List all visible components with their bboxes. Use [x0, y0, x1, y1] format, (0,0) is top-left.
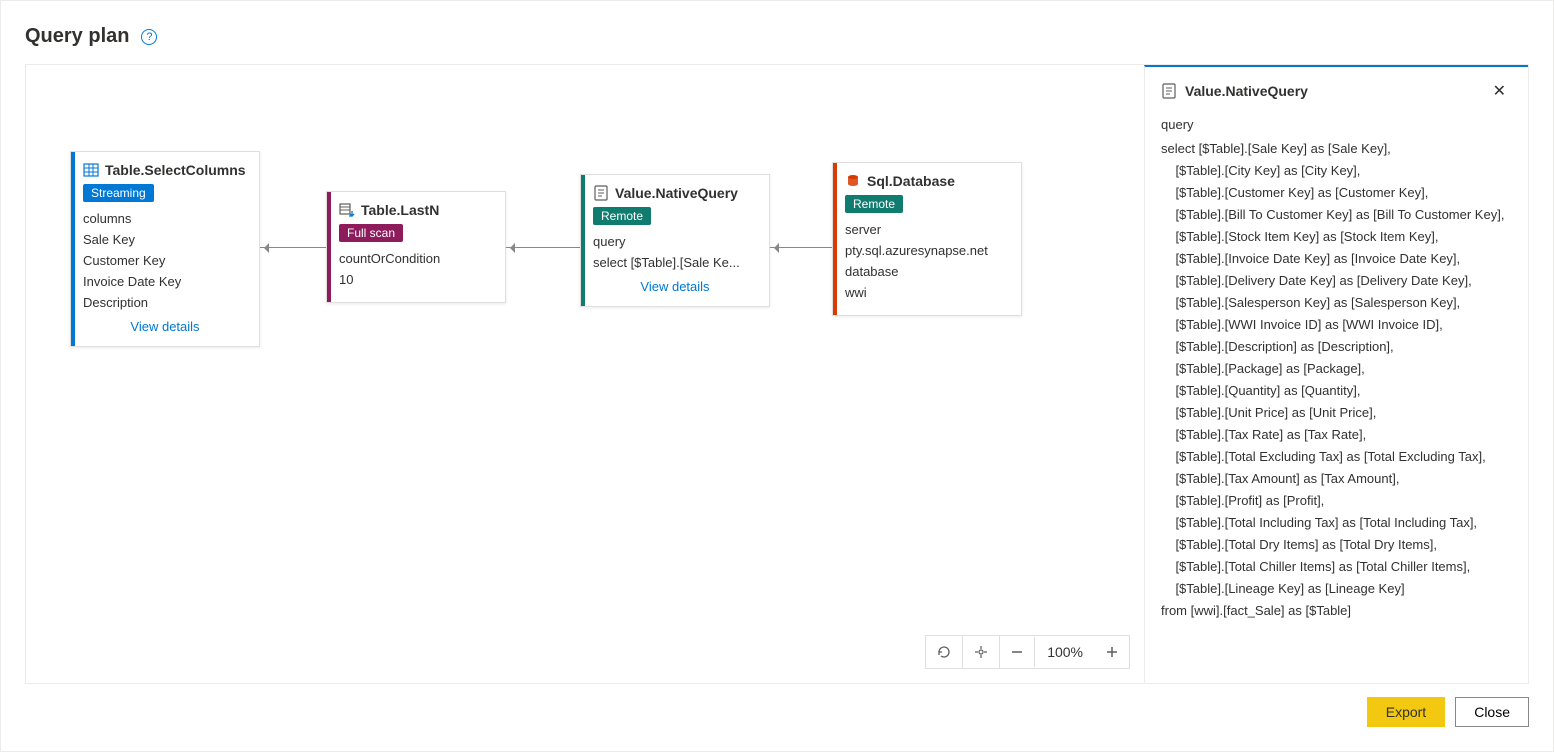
script-icon	[593, 185, 609, 201]
node-row: query	[593, 231, 757, 252]
badge-streaming: Streaming	[83, 184, 154, 202]
node-row: database	[845, 261, 1009, 282]
table-rows-icon	[339, 202, 355, 218]
node-row: server	[845, 219, 1009, 240]
arrow	[506, 247, 580, 248]
node-stripe	[581, 175, 585, 306]
node-row: pty.sql.azuresynapse.net	[845, 240, 1009, 261]
node-native-query[interactable]: Value.NativeQuery Remote query select [$…	[580, 174, 770, 307]
zoom-level: 100%	[1035, 636, 1095, 668]
node-title: Sql.Database	[867, 173, 955, 189]
node-row: columns	[83, 208, 247, 229]
node-title: Table.SelectColumns	[105, 162, 246, 178]
node-table-select-columns[interactable]: Table.SelectColumns Streaming columns Sa…	[70, 151, 260, 347]
arrow	[260, 247, 326, 248]
detail-panel: Value.NativeQuery ✕ query select [$Table…	[1144, 65, 1528, 683]
script-icon	[1161, 83, 1177, 99]
view-details-link[interactable]: View details	[83, 319, 247, 334]
detail-title: Value.NativeQuery	[1185, 83, 1308, 99]
node-row: wwi	[845, 282, 1009, 303]
help-icon[interactable]: ?	[141, 29, 157, 45]
main-area: Table.SelectColumns Streaming columns Sa…	[25, 64, 1529, 684]
badge-remote: Remote	[845, 195, 903, 213]
node-row: select [$Table].[Sale Ke...	[593, 252, 757, 273]
node-table-lastn[interactable]: Table.LastN Full scan countOrCondition 1…	[326, 191, 506, 303]
detail-label: query	[1161, 117, 1512, 132]
query-plan-canvas[interactable]: Table.SelectColumns Streaming columns Sa…	[26, 65, 1144, 683]
node-title: Value.NativeQuery	[615, 185, 738, 201]
table-icon	[83, 162, 99, 178]
badge-full-scan: Full scan	[339, 224, 403, 242]
node-stripe	[833, 163, 837, 315]
reset-view-button[interactable]	[926, 636, 963, 668]
close-button[interactable]: Close	[1455, 697, 1529, 727]
node-row: Sale Key	[83, 229, 247, 250]
badge-remote: Remote	[593, 207, 651, 225]
export-button[interactable]: Export	[1367, 697, 1445, 727]
close-icon[interactable]: ✕	[1487, 79, 1512, 103]
node-row: Description	[83, 292, 247, 313]
node-title: Table.LastN	[361, 202, 439, 218]
fit-view-button[interactable]	[963, 636, 1000, 668]
zoom-toolbar: 100%	[925, 635, 1130, 669]
zoom-out-button[interactable]	[1000, 637, 1035, 667]
page-title: Query plan	[25, 25, 129, 48]
arrow	[770, 247, 832, 248]
node-sql-database[interactable]: Sql.Database Remote server pty.sql.azure…	[832, 162, 1022, 316]
view-details-link[interactable]: View details	[593, 279, 757, 294]
footer-buttons: Export Close	[1367, 697, 1529, 727]
query-text: select [$Table].[Sale Key] as [Sale Key]…	[1161, 138, 1512, 622]
node-row: countOrCondition	[339, 248, 493, 269]
node-row: 10	[339, 269, 493, 290]
node-stripe	[327, 192, 331, 302]
page-header: Query plan ?	[25, 25, 1529, 48]
node-row: Customer Key	[83, 250, 247, 271]
zoom-in-button[interactable]	[1095, 637, 1129, 667]
node-row: Invoice Date Key	[83, 271, 247, 292]
database-icon	[845, 173, 861, 189]
node-stripe	[71, 152, 75, 346]
